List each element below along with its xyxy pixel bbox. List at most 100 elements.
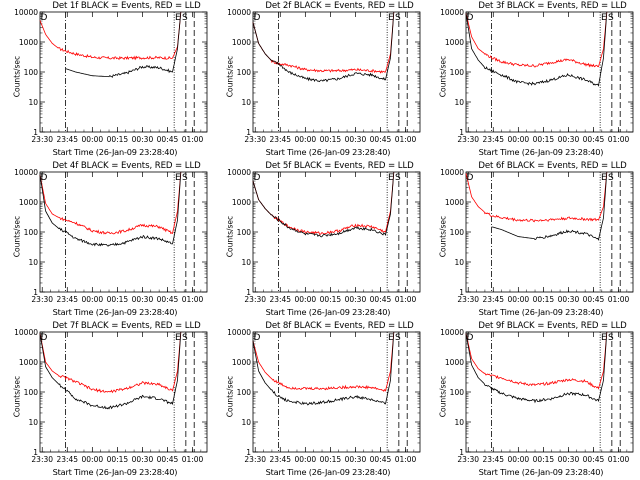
y-tick-label: 10000 <box>14 168 38 177</box>
x-tick-label: 00:30 <box>132 455 154 464</box>
x-tick-label: 00:00 <box>508 135 530 144</box>
flag-letter: D <box>254 13 261 23</box>
events-series-line <box>465 11 608 87</box>
x-tick-label: 00:15 <box>533 295 555 304</box>
y-axis-title: Counts/sec <box>12 55 22 98</box>
y-tick-label: 1 <box>246 288 251 297</box>
x-tick-label: 00:00 <box>295 295 317 304</box>
x-tick-label: 00:30 <box>345 135 367 144</box>
x-tick-label: 23:30 <box>244 135 266 144</box>
y-tick-label: 1000 <box>19 38 38 47</box>
x-axis-title: Start Time (26-Jan-09 23:28:40) <box>478 307 604 317</box>
y-tick-label: 10 <box>28 98 38 107</box>
x-tick-label: 00:30 <box>558 135 580 144</box>
chart-svg: 1 10 100 1000 10000 23:30 23:45 00:00 00:15 00:30… <box>227 8 421 144</box>
y-tick-label: 1 <box>33 448 38 457</box>
x-tick-label: 00:00 <box>508 455 530 464</box>
detector-panel: 1 10 100 1000 10000 23:30 23:45 00:00 00:15 00:30… <box>426 160 639 320</box>
x-tick-label: 23:30 <box>31 135 53 144</box>
panel-title: Det 9f BLACK = Events, RED = LLD <box>478 321 627 331</box>
x-tick-label: 01:00 <box>395 295 417 304</box>
x-tick-label: 00:30 <box>132 135 154 144</box>
y-tick-label: 100 <box>237 388 252 397</box>
y-tick-label: 10000 <box>227 328 251 337</box>
y-tick-label: 100 <box>24 228 39 237</box>
panel-title: Det 6f BLACK = Events, RED = LLD <box>478 161 627 171</box>
plot-frame <box>252 11 421 133</box>
flag-letter: E <box>388 333 394 343</box>
y-tick-label: 1000 <box>445 198 464 207</box>
x-tick-label: 23:45 <box>482 135 504 144</box>
x-tick-label: 00:45 <box>370 295 392 304</box>
x-tick-label: 01:00 <box>608 455 630 464</box>
flag-letter: S <box>395 13 401 23</box>
events-series-line <box>491 171 608 241</box>
plot-frame <box>252 171 421 293</box>
plot-frame <box>39 331 208 453</box>
y-axis-title: Counts/sec <box>438 55 448 98</box>
x-tick-label: 01:00 <box>395 455 417 464</box>
flag-letter: S <box>608 13 614 23</box>
chart-svg: 1 10 100 1000 10000 23:30 23:45 00:00 00:15 00:30… <box>14 168 208 304</box>
y-axis-title: Counts/sec <box>12 375 22 418</box>
x-tick-label: 23:30 <box>457 295 479 304</box>
x-tick-label: 00:45 <box>583 135 605 144</box>
x-tick-label: 23:45 <box>482 295 504 304</box>
y-tick-label: 1 <box>459 128 464 137</box>
x-axis-title: Start Time (26-Jan-09 23:28:40) <box>52 307 178 317</box>
events-series-line <box>39 171 182 247</box>
x-axis-title: Start Time (26-Jan-09 23:28:40) <box>478 467 604 477</box>
x-tick-label: 01:00 <box>608 295 630 304</box>
lld-series-line <box>465 331 608 390</box>
x-tick-label: 23:30 <box>457 455 479 464</box>
x-tick-label: 00:30 <box>345 455 367 464</box>
y-axis-title: Counts/sec <box>225 55 235 98</box>
x-axis-title: Start Time (26-Jan-09 23:28:40) <box>265 467 391 477</box>
y-tick-label: 1000 <box>19 358 38 367</box>
y-axis-title: Counts/sec <box>438 215 448 258</box>
x-tick-label: 23:45 <box>269 455 291 464</box>
detector-panel: 1 10 100 1000 10000 23:30 23:45 00:00 00:15 00:30… <box>213 320 426 480</box>
flag-letter: E <box>175 333 181 343</box>
x-tick-label: 23:45 <box>482 455 504 464</box>
x-tick-label: 00:30 <box>132 295 154 304</box>
panel-title: Det 7f BLACK = Events, RED = LLD <box>52 321 201 331</box>
detector-panel: 1 10 100 1000 10000 23:30 23:45 00:00 00:15 00:30… <box>213 160 426 320</box>
x-tick-label: 00:45 <box>583 455 605 464</box>
y-tick-label: 1 <box>246 128 251 137</box>
flag-letter: D <box>41 333 48 343</box>
y-tick-label: 10 <box>454 258 464 267</box>
x-tick-label: 00:00 <box>82 135 104 144</box>
chart-svg: 1 10 100 1000 10000 23:30 23:45 00:00 00:15 00:30… <box>440 168 634 304</box>
x-axis-title: Start Time (26-Jan-09 23:28:40) <box>265 147 391 157</box>
x-tick-label: 00:00 <box>82 455 104 464</box>
y-tick-label: 10000 <box>440 8 464 17</box>
y-tick-label: 1 <box>246 448 251 457</box>
y-tick-label: 1 <box>33 128 38 137</box>
y-tick-label: 100 <box>24 68 39 77</box>
x-tick-label: 00:15 <box>107 135 129 144</box>
lld-series-line <box>252 11 395 74</box>
y-tick-label: 100 <box>237 228 252 237</box>
y-tick-label: 1000 <box>445 358 464 367</box>
detector-panel: 1 10 100 1000 10000 23:30 23:45 00:00 00:15 00:30… <box>0 0 213 160</box>
x-tick-label: 00:30 <box>345 295 367 304</box>
y-tick-label: 10000 <box>14 328 38 337</box>
flag-letter: D <box>41 173 48 183</box>
y-tick-label: 100 <box>24 388 39 397</box>
panel-title: Det 3f BLACK = Events, RED = LLD <box>478 1 627 11</box>
lld-series-line <box>252 171 395 235</box>
x-tick-label: 23:30 <box>31 295 53 304</box>
x-tick-label: 23:45 <box>56 135 78 144</box>
y-tick-label: 10000 <box>227 168 251 177</box>
lld-series-line <box>465 11 608 68</box>
plot-frame <box>465 331 634 453</box>
x-tick-label: 23:30 <box>244 455 266 464</box>
y-tick-label: 10000 <box>440 168 464 177</box>
x-tick-label: 00:45 <box>157 295 179 304</box>
plot-frame <box>252 331 421 453</box>
flag-letter: D <box>467 13 474 23</box>
chart-svg: 1 10 100 1000 10000 23:30 23:45 00:00 00:15 00:30… <box>440 8 634 144</box>
x-axis-title: Start Time (26-Jan-09 23:28:40) <box>52 467 178 477</box>
flag-letter: S <box>395 173 401 183</box>
